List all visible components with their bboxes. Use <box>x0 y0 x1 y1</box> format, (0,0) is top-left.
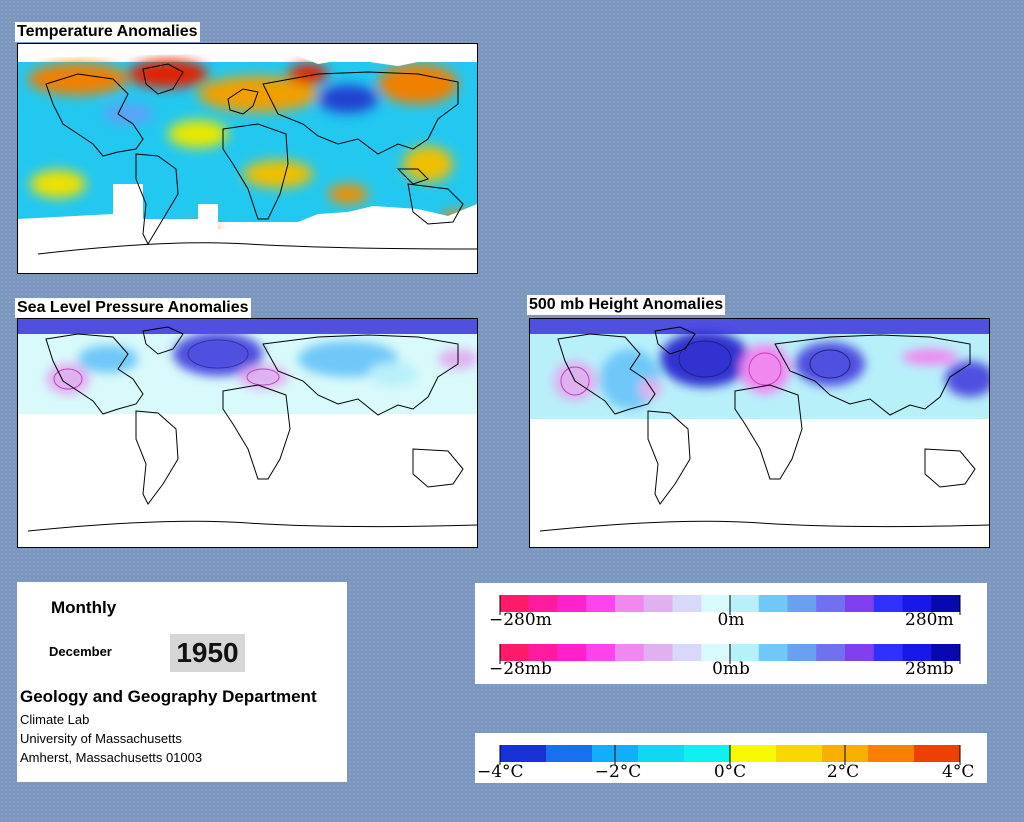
height-colorbar-swatch <box>873 595 903 612</box>
pressure-colorbar-swatch <box>931 644 961 661</box>
pressure-colorbar-swatch <box>528 644 558 661</box>
pressure-colorbar-swatch <box>902 644 932 661</box>
height-anomaly-map <box>529 318 990 548</box>
lab-name: Climate Lab <box>20 712 90 727</box>
pressure-colorbar-swatch <box>643 644 673 661</box>
month-label: December <box>49 644 112 659</box>
pressure-colorbar-swatch <box>701 644 731 661</box>
temperature-colorbar <box>499 745 961 765</box>
pressure-tick-max: 28mb <box>905 659 954 679</box>
pressure-colorbar-swatch <box>557 644 587 661</box>
pressure-colorbar-swatch <box>787 644 817 661</box>
height-colorbar-swatch <box>672 595 702 612</box>
coastlines <box>27 326 477 532</box>
pressure-tick-zero: 0mb <box>712 659 750 679</box>
height-tick-min: −280m <box>489 610 552 630</box>
frequency-label: Monthly <box>51 598 117 617</box>
temperature-legend-panel: −4°C −2°C 0°C 2°C 4°C <box>475 733 987 783</box>
year-label: 1950 <box>170 634 245 672</box>
height-map-title: 500 mb Height Anomalies <box>527 295 726 315</box>
height-colorbar-swatch <box>816 595 846 612</box>
temperature-anomaly-map <box>17 43 478 274</box>
height-colorbar-swatch <box>787 595 817 612</box>
height-field <box>530 319 989 419</box>
temperature-colorbar-swatch <box>500 745 547 762</box>
pressure-colorbar-swatch <box>730 644 760 661</box>
temperature-map-title: Temperature Anomalies <box>15 22 200 42</box>
address-line: Amherst, Massachusetts 01003 <box>20 750 203 765</box>
height-colorbar-swatch <box>845 595 875 612</box>
slp-field <box>18 319 477 414</box>
height-colorbar-swatch <box>902 595 932 612</box>
height-colorbar-swatch <box>500 595 530 612</box>
height-colorbar-swatch <box>528 595 558 612</box>
height-colorbar-swatch <box>701 595 731 612</box>
height-colorbar <box>499 595 961 664</box>
coastlines <box>37 63 477 255</box>
temperature-colorbar-swatch <box>776 745 823 762</box>
department-name: Geology and Geography Department <box>20 687 317 706</box>
pressure-colorbar-swatch <box>586 644 616 661</box>
coastlines <box>539 326 989 532</box>
pressure-colorbar-swatch <box>816 644 846 661</box>
slp-anomaly-map <box>17 318 478 548</box>
pressure-tick-min: −28mb <box>489 659 552 679</box>
pressure-colorbar-swatch <box>845 644 875 661</box>
height-colorbar-swatch <box>615 595 645 612</box>
height-tick-max: 280m <box>905 610 954 630</box>
temp-tick-minus2: −2°C <box>594 762 642 782</box>
slp-map-title: Sea Level Pressure Anomalies <box>15 298 251 318</box>
pressure-colorbar-swatch <box>873 644 903 661</box>
height-map-graphic <box>530 319 989 547</box>
pressure-colorbar-swatch <box>615 644 645 661</box>
height-colorbar-swatch <box>758 595 788 612</box>
height-colorbar-swatch <box>643 595 673 612</box>
pressure-colorbar-swatch <box>500 644 530 661</box>
height-pressure-legend-panel: −280m 0m 280m −28mb 0mb 28mb <box>475 583 987 684</box>
university-name: University of Massachusetts <box>20 731 182 746</box>
temperature-colorbar-swatch <box>914 745 961 762</box>
height-tick-zero: 0m <box>717 610 745 630</box>
temperature-colorbar-swatch <box>868 745 915 762</box>
temperature-colorbar-swatch <box>730 745 777 762</box>
temperature-map-graphic <box>18 44 477 273</box>
temp-tick-plus2: 2°C <box>826 762 860 782</box>
info-panel: Monthly December 1950 Geology and Geogra… <box>17 582 347 782</box>
pressure-colorbar-swatch <box>758 644 788 661</box>
temperature-colorbar-swatch <box>638 745 685 762</box>
temperature-colorbar-swatch <box>546 745 593 762</box>
height-colorbar-swatch <box>730 595 760 612</box>
height-colorbar-swatch <box>931 595 961 612</box>
temp-tick-minus4: −4°C <box>477 762 524 782</box>
pressure-colorbar-swatch <box>672 644 702 661</box>
temperature-field <box>18 44 477 273</box>
height-colorbar-swatch <box>557 595 587 612</box>
temp-tick-plus4: 4°C <box>942 762 975 782</box>
temperature-colorbar-swatch <box>684 745 731 762</box>
temp-tick-zero: 0°C <box>713 762 747 782</box>
height-colorbar-swatch <box>586 595 616 612</box>
slp-map-graphic <box>18 319 477 547</box>
